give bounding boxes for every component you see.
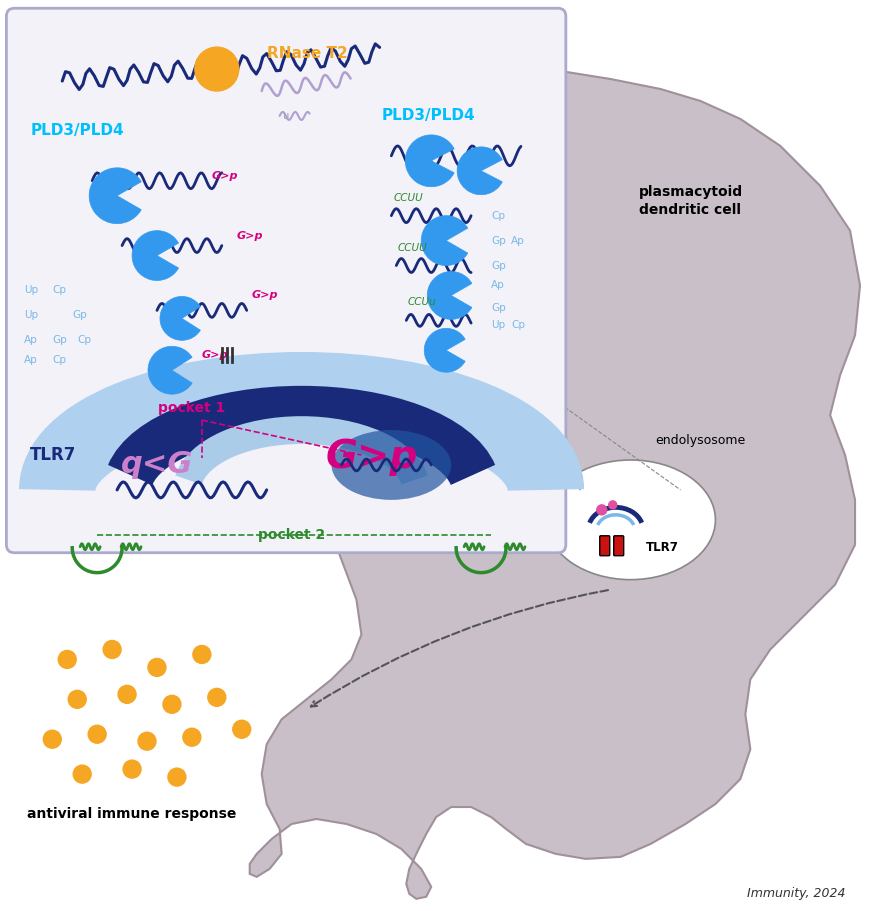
Text: plasmacytoid
dendritic cell: plasmacytoid dendritic cell bbox=[638, 185, 742, 217]
Circle shape bbox=[182, 728, 201, 746]
Text: Gp: Gp bbox=[490, 261, 505, 271]
Text: Cp: Cp bbox=[77, 335, 91, 345]
Text: CCUu: CCUu bbox=[407, 297, 435, 307]
Text: pocket 2: pocket 2 bbox=[258, 527, 325, 542]
Text: G>p: G>p bbox=[211, 170, 238, 180]
Circle shape bbox=[195, 47, 238, 91]
Text: Gp: Gp bbox=[72, 311, 87, 321]
Text: CCUU: CCUU bbox=[393, 193, 422, 203]
Text: Cp: Cp bbox=[490, 210, 505, 220]
Text: Cp: Cp bbox=[52, 355, 66, 365]
FancyBboxPatch shape bbox=[599, 536, 609, 556]
Circle shape bbox=[123, 760, 141, 778]
Text: Up: Up bbox=[490, 321, 505, 331]
Text: pocket 1: pocket 1 bbox=[158, 401, 225, 415]
Text: Ap: Ap bbox=[24, 335, 38, 345]
Circle shape bbox=[118, 685, 136, 703]
Text: Gp: Gp bbox=[490, 236, 505, 246]
Circle shape bbox=[193, 646, 210, 663]
Text: Ap: Ap bbox=[510, 236, 524, 246]
Wedge shape bbox=[405, 135, 454, 187]
Circle shape bbox=[596, 505, 606, 515]
Text: CCUU: CCUU bbox=[397, 242, 427, 252]
Circle shape bbox=[138, 732, 156, 750]
Wedge shape bbox=[421, 216, 468, 265]
Wedge shape bbox=[424, 328, 465, 373]
Circle shape bbox=[103, 640, 121, 659]
Circle shape bbox=[163, 695, 181, 713]
Circle shape bbox=[168, 768, 186, 786]
FancyBboxPatch shape bbox=[613, 536, 623, 556]
Circle shape bbox=[148, 659, 166, 676]
Text: PLD3/PLD4: PLD3/PLD4 bbox=[381, 108, 474, 124]
Text: Up: Up bbox=[24, 311, 38, 321]
Circle shape bbox=[43, 731, 61, 748]
Text: TLR7: TLR7 bbox=[30, 446, 76, 464]
Text: G>p: G>p bbox=[325, 438, 417, 476]
Wedge shape bbox=[148, 346, 192, 394]
Text: Cp: Cp bbox=[510, 321, 524, 331]
Text: Ap: Ap bbox=[24, 355, 38, 365]
Circle shape bbox=[73, 765, 91, 783]
Text: G>p: G>p bbox=[236, 230, 263, 241]
Circle shape bbox=[58, 650, 76, 669]
Text: Ap: Ap bbox=[490, 281, 504, 291]
Circle shape bbox=[88, 725, 106, 743]
Wedge shape bbox=[132, 230, 178, 281]
Wedge shape bbox=[160, 296, 200, 341]
Circle shape bbox=[68, 691, 86, 708]
Text: Gp: Gp bbox=[52, 335, 67, 345]
Text: Gp: Gp bbox=[490, 303, 505, 313]
Text: Cp: Cp bbox=[52, 285, 66, 295]
Circle shape bbox=[208, 689, 226, 706]
Ellipse shape bbox=[331, 430, 451, 500]
Text: u: u bbox=[282, 111, 288, 121]
Ellipse shape bbox=[545, 460, 714, 579]
Wedge shape bbox=[89, 168, 141, 223]
Polygon shape bbox=[249, 63, 859, 899]
Text: G>p: G>p bbox=[251, 291, 278, 301]
Wedge shape bbox=[456, 147, 501, 195]
Text: antiviral immune response: antiviral immune response bbox=[27, 807, 236, 821]
Text: TLR7: TLR7 bbox=[645, 541, 678, 554]
Text: q<G: q<G bbox=[121, 450, 193, 479]
Text: G>p: G>p bbox=[202, 350, 228, 360]
Text: PLD3/PLD4: PLD3/PLD4 bbox=[30, 123, 123, 138]
Text: Up: Up bbox=[24, 285, 38, 295]
Text: RNase T2: RNase T2 bbox=[267, 46, 347, 61]
Text: Immunity, 2024: Immunity, 2024 bbox=[746, 887, 844, 900]
Wedge shape bbox=[427, 271, 471, 320]
Text: endolysosome: endolysosome bbox=[654, 434, 745, 446]
Circle shape bbox=[233, 721, 250, 738]
FancyBboxPatch shape bbox=[6, 8, 565, 553]
Circle shape bbox=[608, 501, 616, 509]
